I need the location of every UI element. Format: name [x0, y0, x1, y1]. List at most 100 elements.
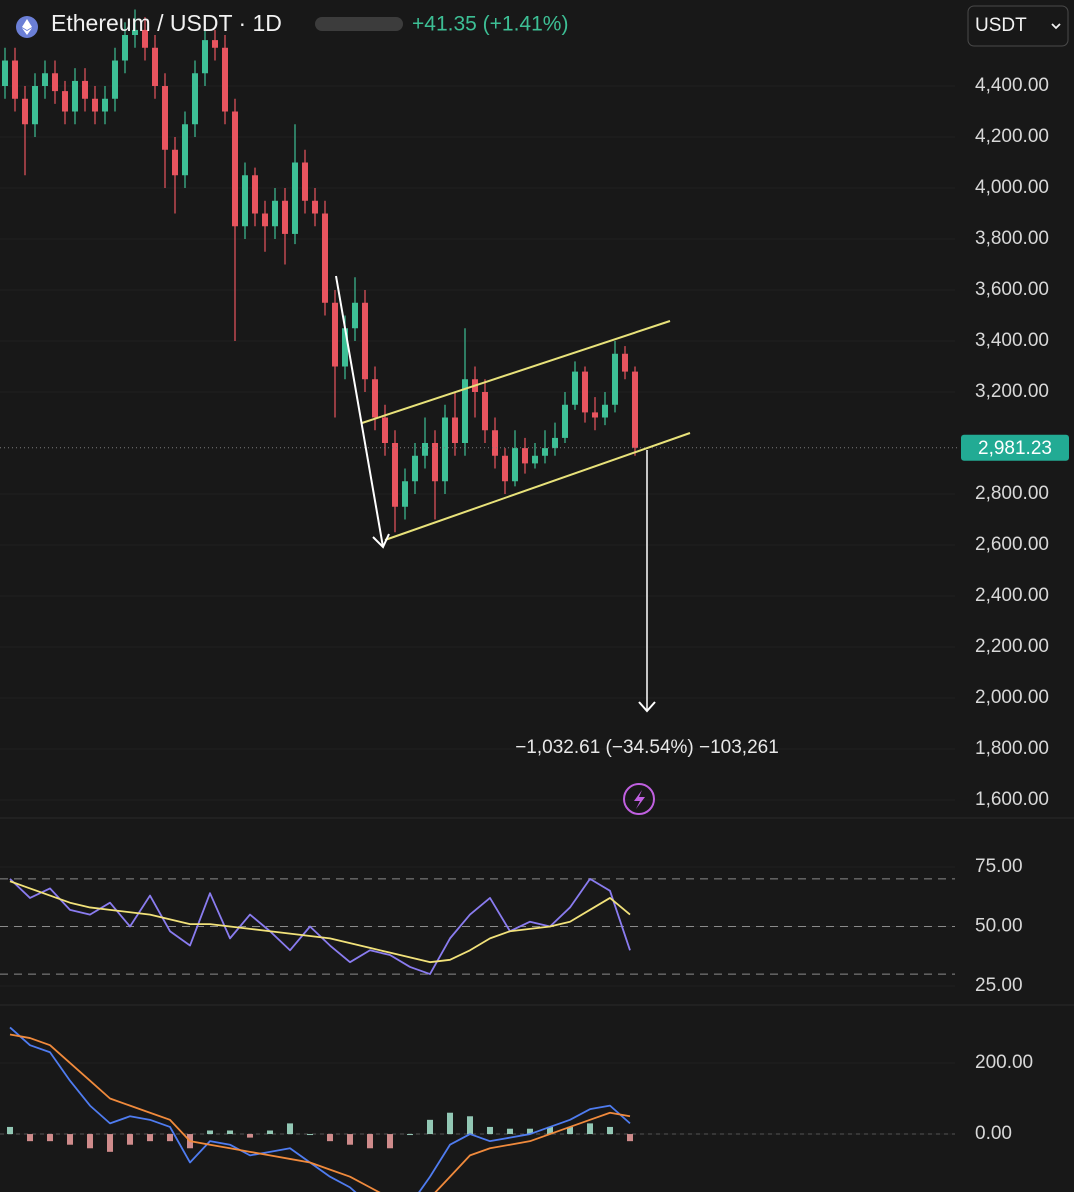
candle-body	[502, 455, 508, 482]
histogram-bar	[147, 1134, 153, 1142]
histogram-bar	[207, 1130, 213, 1135]
event-icon-bolt	[634, 790, 645, 809]
candle-body	[452, 417, 458, 444]
y-tick-label: 1,600.00	[975, 789, 1049, 810]
last-price-label: 2,981.23	[978, 438, 1052, 459]
y-tick-label: 75.00	[975, 856, 1023, 877]
candle-body	[412, 455, 418, 482]
y-tick-label: 2,400.00	[975, 585, 1049, 606]
histogram-bar	[387, 1134, 393, 1149]
histogram-bar	[447, 1112, 453, 1135]
candle-body	[582, 371, 588, 413]
candle-body	[242, 175, 248, 227]
coin-icon-glyph	[22, 19, 32, 35]
candle-body	[292, 162, 298, 234]
last-price-box	[961, 434, 1069, 461]
histogram-bar	[567, 1126, 573, 1135]
candle-body	[632, 371, 638, 448]
histogram-bar	[507, 1128, 513, 1135]
candle-body	[532, 455, 538, 464]
histogram-bar	[227, 1130, 233, 1135]
candle-body	[272, 200, 278, 227]
y-tick-label: 2,000.00	[975, 687, 1049, 708]
candle-body	[252, 175, 258, 214]
candle-body	[122, 35, 128, 61]
histogram-bar	[47, 1134, 53, 1142]
candle-body	[192, 73, 198, 125]
y-tick-label: 3,800.00	[975, 228, 1049, 249]
candle-body	[522, 448, 528, 464]
candle-body	[42, 73, 48, 87]
candle-body	[302, 162, 308, 201]
histogram-bar	[267, 1130, 273, 1135]
candle-body	[212, 40, 218, 48]
series-line	[9, 1026, 631, 1192]
currency-label: USDT	[975, 15, 1027, 36]
y-tick-label: 50.00	[975, 916, 1023, 937]
candle-body	[402, 481, 408, 507]
histogram-bar	[167, 1134, 173, 1142]
candle-body	[492, 430, 498, 456]
histogram-bar	[547, 1126, 553, 1135]
candle-body	[172, 149, 178, 176]
histogram-bar	[627, 1134, 633, 1142]
candle-body	[82, 80, 88, 99]
drop-arrow-head	[372, 533, 390, 549]
candle-body	[612, 353, 618, 405]
histogram-bar	[247, 1134, 253, 1138]
histogram-bar	[367, 1134, 373, 1149]
candle-body	[102, 98, 108, 112]
candle-body	[142, 29, 148, 48]
candle-body	[422, 443, 428, 456]
series-line	[9, 1033, 631, 1192]
candle-body	[572, 371, 578, 405]
candle-body	[112, 60, 118, 99]
candle-body	[362, 302, 368, 380]
candle-body	[62, 91, 68, 112]
drop-arrow	[335, 275, 384, 548]
channel-upper	[361, 320, 671, 424]
candle-body	[262, 213, 268, 227]
histogram-bar	[527, 1128, 533, 1135]
candle-body	[312, 200, 318, 214]
y-tick-label: 0.00	[975, 1123, 1012, 1144]
histogram-bar	[27, 1134, 33, 1142]
histogram-bar	[407, 1134, 413, 1136]
candle-body	[12, 60, 18, 99]
change: +41.35 (+1.41%)	[412, 13, 568, 36]
channel-lower	[384, 432, 691, 541]
candle-body	[562, 404, 568, 438]
histogram-bar	[127, 1134, 133, 1145]
event-icon[interactable]	[623, 783, 655, 815]
candle-body	[182, 124, 188, 176]
histogram-bar	[307, 1134, 313, 1136]
histogram-bar	[107, 1134, 113, 1152]
candle-body	[92, 98, 98, 112]
measure-label: −1,032.61 (−34.54%) −103,261	[515, 737, 779, 758]
series-line	[9, 878, 631, 975]
candle-body	[352, 302, 358, 329]
y-tick-label: 200.00	[975, 1052, 1033, 1073]
y-tick-label: 2,200.00	[975, 636, 1049, 657]
candle-body	[622, 353, 628, 372]
histogram-bar	[467, 1116, 473, 1135]
histogram-bar	[607, 1126, 613, 1135]
candle-body	[462, 379, 468, 444]
currency-select[interactable]	[967, 5, 1069, 47]
histogram-bar	[427, 1119, 433, 1135]
candle-body	[392, 443, 398, 507]
candle-body	[282, 200, 288, 234]
y-tick-label: 1,800.00	[975, 738, 1049, 759]
candle-body	[592, 412, 598, 418]
y-tick-label: 4,000.00	[975, 177, 1049, 198]
y-tick-label: 4,400.00	[975, 75, 1049, 96]
histogram-bar	[327, 1134, 333, 1142]
histogram-bar	[87, 1134, 93, 1149]
y-tick-label: 2,600.00	[975, 534, 1049, 555]
chevron	[1051, 23, 1061, 30]
candle-body	[382, 417, 388, 444]
y-tick-label: 25.00	[975, 975, 1023, 996]
series-line	[9, 880, 631, 964]
candle-body	[22, 98, 28, 125]
